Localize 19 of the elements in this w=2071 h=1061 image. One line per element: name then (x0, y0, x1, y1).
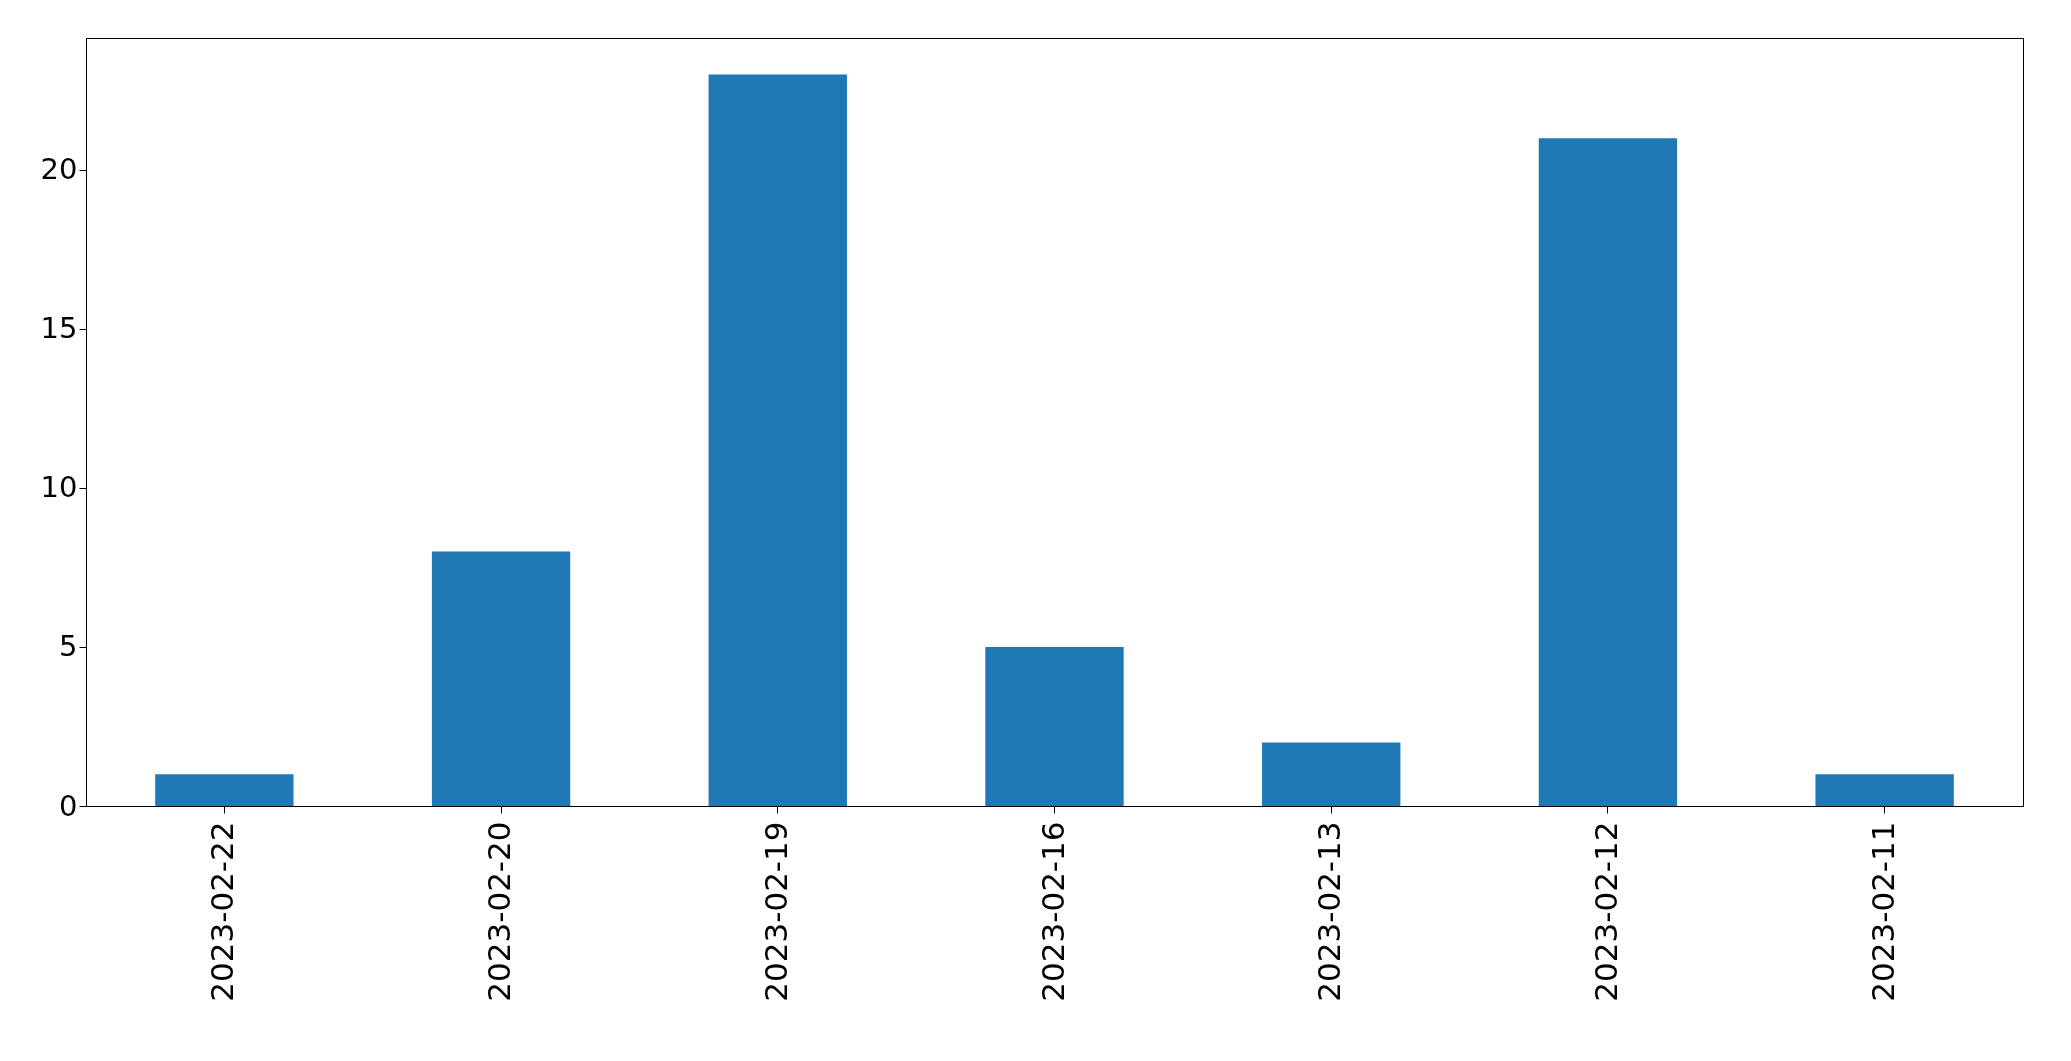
bar (1262, 742, 1401, 806)
y-tick-label: 20 (40, 152, 78, 187)
bar (1815, 774, 1954, 806)
y-tick-label: 0 (59, 788, 78, 823)
bar (708, 74, 847, 806)
x-tick-label: 2023-02-13 (1311, 821, 1348, 1002)
bar (155, 774, 294, 806)
x-tick-label: 2023-02-20 (481, 821, 518, 1002)
y-tick-label: 5 (59, 629, 78, 664)
x-tick-label: 2023-02-12 (1587, 821, 1624, 1002)
y-tick-label: 15 (40, 311, 78, 346)
bar (431, 551, 571, 806)
x-tick-label: 2023-02-16 (1034, 821, 1071, 1002)
y-tick-label: 10 (40, 470, 78, 505)
bar (1538, 138, 1678, 806)
x-tick-label: 2023-02-19 (757, 821, 794, 1002)
x-tick-label: 2023-02-11 (1864, 821, 1901, 1002)
x-tick-label: 2023-02-22 (204, 821, 241, 1002)
bar (985, 646, 1124, 806)
